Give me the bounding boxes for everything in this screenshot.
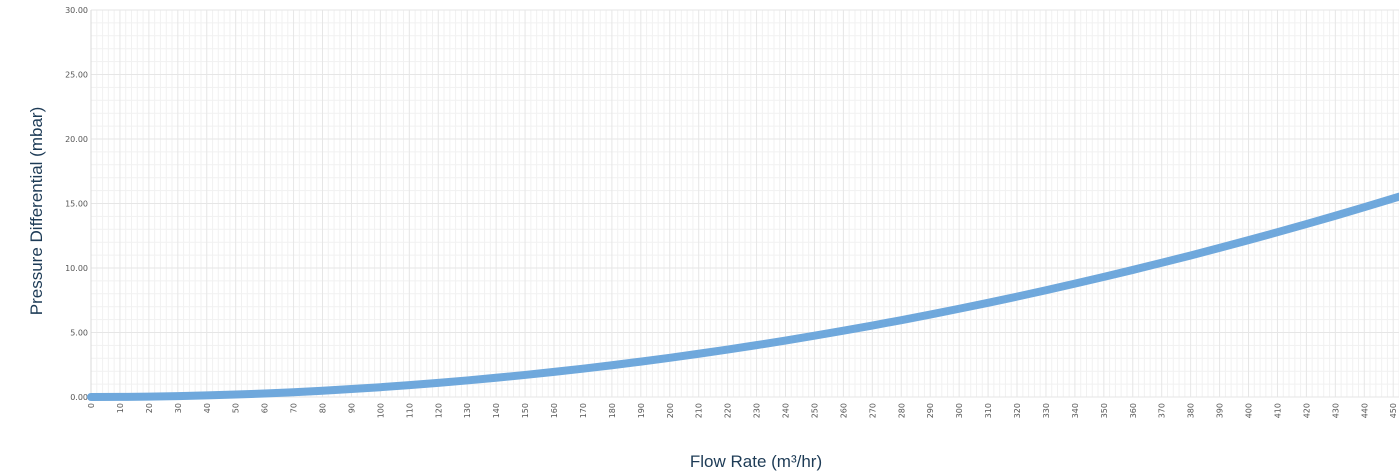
x-tick-label: 380 [1187, 403, 1196, 418]
x-tick-label: 20 [145, 403, 154, 413]
x-tick-label: 50 [232, 403, 241, 413]
x-tick-label: 440 [1360, 403, 1369, 418]
x-tick-label: 160 [550, 403, 559, 418]
y-tick-label: 5.00 [70, 329, 88, 338]
x-tick-label: 40 [203, 403, 212, 413]
x-tick-label: 410 [1273, 403, 1282, 418]
x-axis-title: Flow Rate (m³/hr) [690, 452, 822, 471]
x-tick-label: 290 [926, 403, 935, 418]
x-tick-label: 140 [492, 403, 501, 418]
x-tick-label: 30 [174, 403, 183, 413]
y-tick-label: 15.00 [65, 200, 88, 209]
x-tick-label: 260 [839, 403, 848, 418]
x-tick-label: 240 [782, 403, 791, 418]
x-tick-label: 420 [1302, 403, 1311, 418]
y-tick-label: 25.00 [65, 71, 88, 80]
x-tick-label: 190 [637, 403, 646, 418]
x-tick-label: 150 [521, 403, 530, 418]
x-tick-label: 400 [1245, 403, 1254, 418]
x-tick-label: 70 [290, 403, 299, 413]
x-tick-label: 330 [1042, 403, 1051, 418]
x-tick-label: 170 [579, 403, 588, 418]
x-tick-label: 0 [87, 403, 96, 408]
x-tick-label: 340 [1071, 403, 1080, 418]
x-tick-label: 220 [724, 403, 733, 418]
y-axis-title: Pressure Differential (mbar) [27, 107, 46, 315]
x-tick-label: 10 [116, 403, 125, 413]
x-tick-label: 430 [1331, 403, 1340, 418]
y-tick-label: 0.00 [70, 393, 88, 402]
x-tick-label: 360 [1129, 403, 1138, 418]
x-tick-label: 120 [434, 403, 443, 418]
x-tick-label: 280 [897, 403, 906, 418]
x-tick-label: 320 [1013, 403, 1022, 418]
x-tick-label: 60 [261, 403, 270, 413]
x-tick-label: 130 [463, 403, 472, 418]
x-tick-label: 80 [319, 403, 328, 413]
grid-major [90, 9, 1399, 398]
x-tick-label: 180 [608, 403, 617, 418]
x-tick-label: 390 [1216, 403, 1225, 418]
x-tick-label: 90 [347, 403, 356, 413]
x-tick-label: 210 [695, 403, 704, 418]
y-axis-ticks: 0.00 5.00 10.00 15.00 20.00 25.00 30.00 [65, 6, 88, 402]
series-group [87, 192, 1399, 401]
x-tick-label: 310 [984, 403, 993, 418]
x-tick-label: 450 [1389, 403, 1398, 418]
x-tick-label: 350 [1100, 403, 1109, 418]
series-line [87, 192, 1399, 401]
y-tick-label: 20.00 [65, 135, 88, 144]
x-tick-label: 370 [1158, 403, 1167, 418]
x-tick-label: 300 [955, 403, 964, 418]
y-tick-label: 10.00 [65, 264, 88, 273]
x-tick-label: 110 [405, 403, 414, 418]
x-tick-label: 100 [376, 403, 385, 418]
x-axis-ticks: 0 10 20 30 40 50 60 70 80 90 100 110 120 130 140 150 160… [87, 403, 1398, 418]
x-tick-label: 270 [868, 403, 877, 418]
x-tick-label: 200 [666, 403, 675, 418]
x-tick-label: 250 [810, 403, 819, 418]
x-tick-label: 230 [753, 403, 762, 418]
y-tick-label: 30.00 [65, 6, 88, 15]
